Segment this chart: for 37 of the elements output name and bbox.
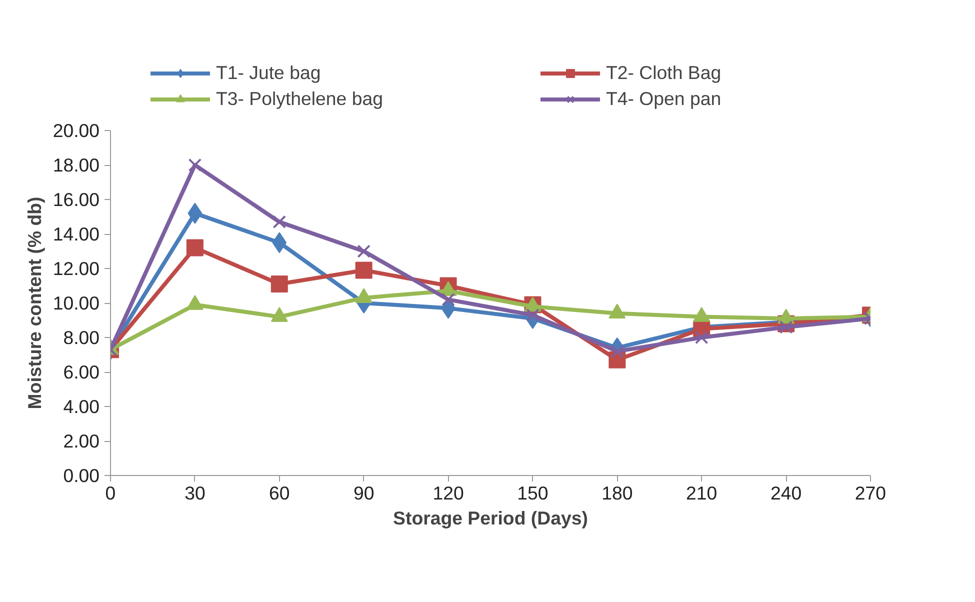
x-tick-label: 150 — [517, 482, 548, 504]
x-tick-label: 240 — [770, 482, 802, 504]
y-tick-label: 20.00 — [52, 120, 100, 141]
y-tick-label: 16.00 — [52, 189, 100, 210]
point — [186, 239, 204, 256]
y-tick-label: 8.00 — [63, 327, 100, 348]
x-axis-title: Storage Period (Days) — [393, 508, 588, 528]
legend-label: T2- Cloth Bag — [606, 62, 722, 84]
point — [357, 244, 370, 258]
legend-label: T4- Open pan — [606, 88, 722, 110]
y-tick-label: 6.00 — [63, 362, 100, 382]
y-tick-label: 2.00 — [63, 430, 100, 452]
legend-label: T3- Polythelene bag — [216, 88, 384, 110]
point — [188, 158, 202, 172]
legend-label: T1- Jute bag — [216, 62, 322, 84]
x-tick-label: 180 — [602, 482, 633, 504]
y-tick-label: 12.00 — [52, 258, 100, 279]
y-tick-label: 4.00 — [63, 396, 100, 417]
point — [610, 344, 624, 358]
x-tick-label: 30 — [184, 482, 206, 504]
y-tick-label: 10.00 — [52, 292, 100, 314]
point — [526, 308, 540, 322]
point — [270, 276, 288, 293]
point — [355, 262, 372, 279]
x-tick-label: 0 — [105, 482, 116, 504]
x-tick-label: 90 — [353, 482, 374, 504]
point — [442, 292, 455, 306]
x-tick-label: 60 — [269, 482, 290, 504]
x-tick-label: 270 — [854, 482, 886, 504]
point — [694, 330, 708, 344]
y-tick-label: 18.00 — [52, 154, 100, 176]
x-tick-label: 210 — [686, 482, 718, 504]
y-tick-label: 14.00 — [52, 224, 100, 244]
x-tick-label: 120 — [432, 482, 464, 504]
point — [272, 215, 286, 229]
y-tick-label: 0.00 — [63, 465, 100, 486]
y-axis-title: Moisture content (% db) — [24, 196, 45, 410]
